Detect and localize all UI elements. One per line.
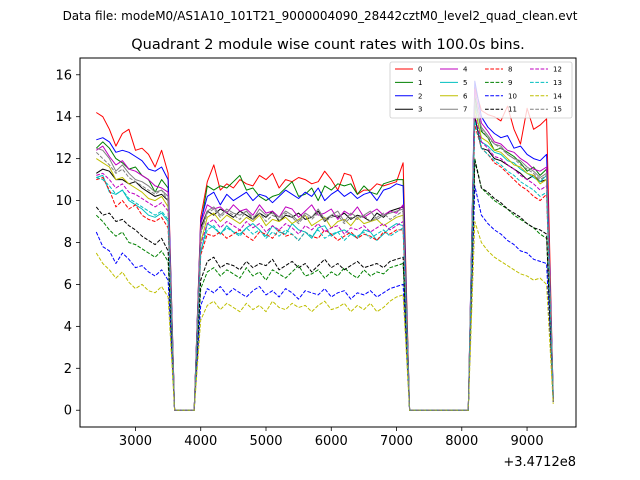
legend-label-5: 5 <box>463 79 467 87</box>
legend-label-0: 0 <box>418 66 422 74</box>
series-line-12 <box>96 114 554 411</box>
legend-label-12: 12 <box>553 66 562 74</box>
y-tick-label: 14 <box>55 110 72 125</box>
x-tick-label: 4000 <box>184 434 217 449</box>
plot-area <box>80 58 576 427</box>
legend-label-9: 9 <box>508 79 512 87</box>
figure-suptitle: Data file: modeM0/AS1A10_101T21_90000040… <box>63 9 578 23</box>
legend-label-8: 8 <box>508 66 512 74</box>
legend-label-13: 13 <box>553 79 562 87</box>
legend-label-15: 15 <box>553 106 562 114</box>
x-axis: 3000 4000 5000 6000 7000 8000 9000 <box>119 427 544 449</box>
legend-label-1: 1 <box>418 79 422 87</box>
series-line-14 <box>95 221 554 411</box>
y-tick-label: 0 <box>64 404 72 419</box>
y-tick-label: 16 <box>55 68 72 83</box>
legend-label-10: 10 <box>508 92 517 100</box>
legend-box <box>389 61 573 119</box>
x-tick-label: 6000 <box>315 434 348 449</box>
series-line-13 <box>96 120 554 411</box>
legend-label-3: 3 <box>418 106 422 114</box>
legend-label-14: 14 <box>553 92 562 100</box>
x-tick-label: 8000 <box>445 434 478 449</box>
chart-title: Quadrant 2 module wise count rates with … <box>131 37 525 53</box>
y-tick-label: 6 <box>64 278 72 293</box>
x-tick-label: 5000 <box>249 434 282 449</box>
legend-label-11: 11 <box>508 106 517 114</box>
x-tick-label: 7000 <box>380 434 413 449</box>
legend-label-6: 6 <box>463 92 468 100</box>
y-tick-label: 2 <box>64 362 72 377</box>
y-axis: 0 2 4 6 8 10 12 14 16 <box>55 68 80 419</box>
x-tick-label: 3000 <box>119 434 152 449</box>
y-tick-label: 8 <box>64 236 72 251</box>
legend-label-4: 4 <box>463 66 468 74</box>
y-tick-label: 10 <box>55 194 72 209</box>
x-tick-label: 9000 <box>511 434 544 449</box>
legend-label-7: 7 <box>463 106 467 114</box>
y-tick-label: 12 <box>55 152 72 167</box>
legend-label-2: 2 <box>418 92 422 100</box>
x-axis-offset-label: +3.4712e8 <box>503 455 576 470</box>
y-tick-label: 4 <box>64 320 72 335</box>
